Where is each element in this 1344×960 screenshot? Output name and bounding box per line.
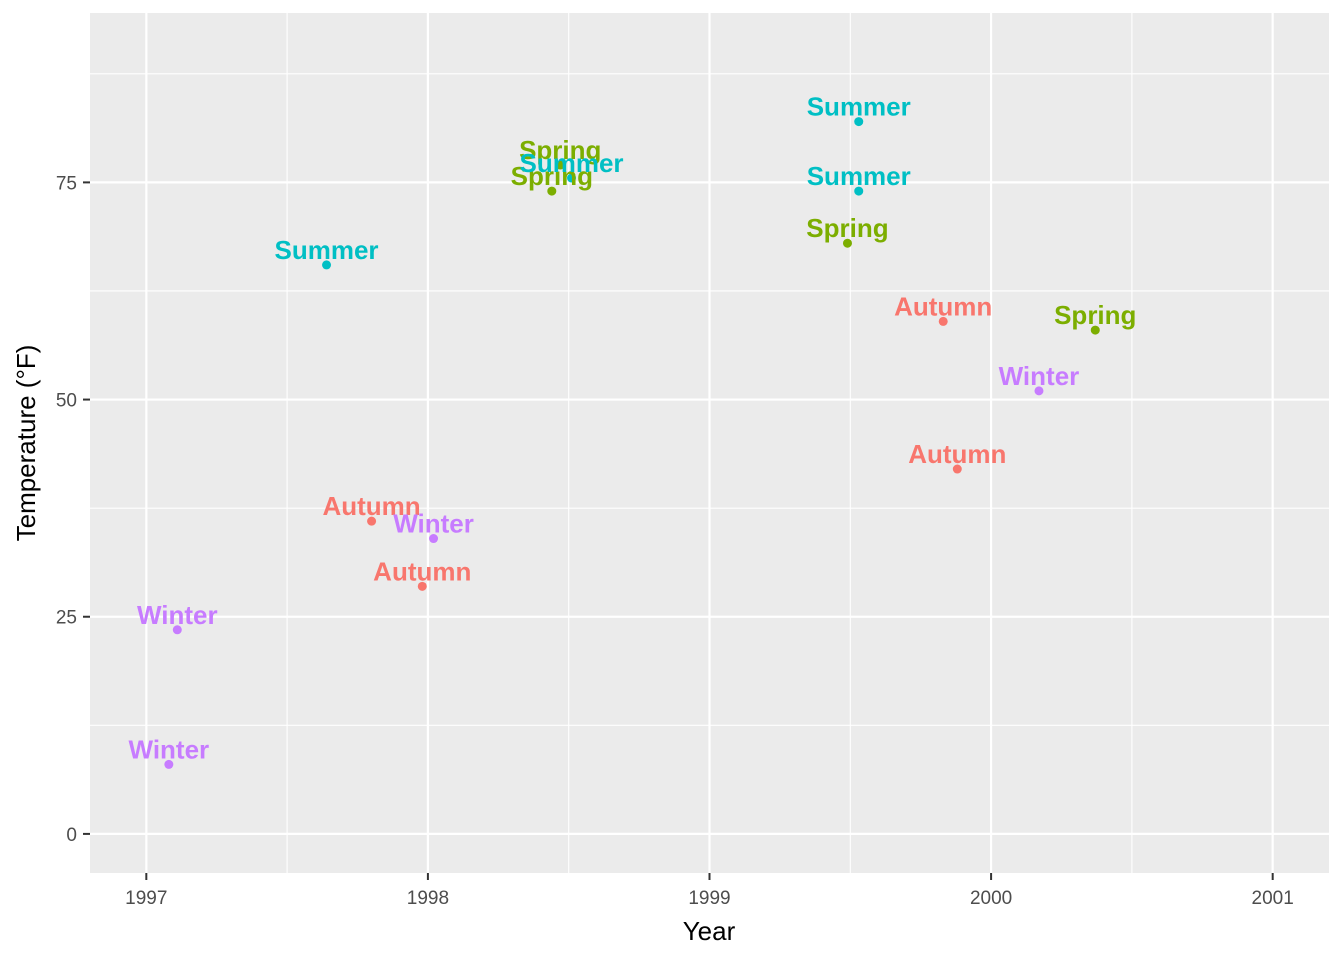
data-point-spring: [547, 186, 557, 196]
data-point-winter: [172, 625, 182, 635]
data-label-winter: Winter: [137, 600, 218, 630]
data-label-summer: Summer: [275, 235, 379, 265]
data-label-summer: Summer: [519, 148, 623, 178]
data-point-summer: [567, 173, 577, 183]
y-tick-label: 25: [56, 608, 77, 629]
data-label-spring: Spring: [806, 213, 888, 243]
x-tick-label: 2000: [970, 888, 1012, 909]
data-point-spring: [1090, 325, 1100, 335]
y-axis-title: Temperature (°F): [11, 345, 41, 542]
data-label-spring: Spring: [511, 161, 593, 191]
data-label-autumn: Autumn: [373, 556, 471, 586]
data-point-summer: [854, 117, 864, 127]
y-tick-label: 75: [56, 173, 77, 194]
x-axis-title: Year: [683, 916, 736, 946]
x-tick-label: 2001: [1252, 888, 1294, 909]
data-points: [164, 117, 1100, 769]
data-point-spring: [555, 160, 565, 170]
x-tick-label: 1999: [688, 888, 730, 909]
data-label-summer: Summer: [807, 92, 911, 122]
data-point-autumn: [938, 316, 948, 326]
data-label-autumn: Autumn: [322, 491, 420, 521]
data-point-labels: WinterWinterSummerAutumnAutumnWinterSpri…: [129, 92, 1137, 765]
x-tick-label: 1997: [125, 888, 167, 909]
data-label-winter: Winter: [393, 509, 474, 539]
data-label-autumn: Autumn: [894, 291, 992, 321]
data-label-summer: Summer: [807, 161, 911, 191]
data-label-spring: Spring: [519, 135, 601, 165]
data-point-winter: [1034, 386, 1044, 396]
data-point-spring: [842, 238, 852, 248]
data-label-winter: Winter: [129, 734, 210, 764]
x-tick-label: 1998: [407, 888, 449, 909]
data-point-autumn: [417, 581, 427, 591]
major-gridlines: [90, 13, 1329, 873]
y-axis: 0 25 50 75: [56, 173, 90, 846]
data-label-autumn: Autumn: [908, 439, 1006, 469]
data-point-autumn: [952, 464, 962, 474]
y-tick-label: 0: [66, 825, 77, 846]
data-label-spring: Spring: [1054, 300, 1136, 330]
y-tick-label: 50: [56, 391, 77, 412]
x-axis: 1997 1998 1999 2000 2001: [125, 873, 1294, 909]
data-label-winter: Winter: [999, 361, 1080, 391]
data-point-autumn: [367, 516, 377, 526]
data-point-summer: [322, 260, 332, 270]
data-point-winter: [429, 534, 439, 544]
data-point-summer: [854, 186, 864, 196]
data-point-winter: [164, 759, 174, 769]
